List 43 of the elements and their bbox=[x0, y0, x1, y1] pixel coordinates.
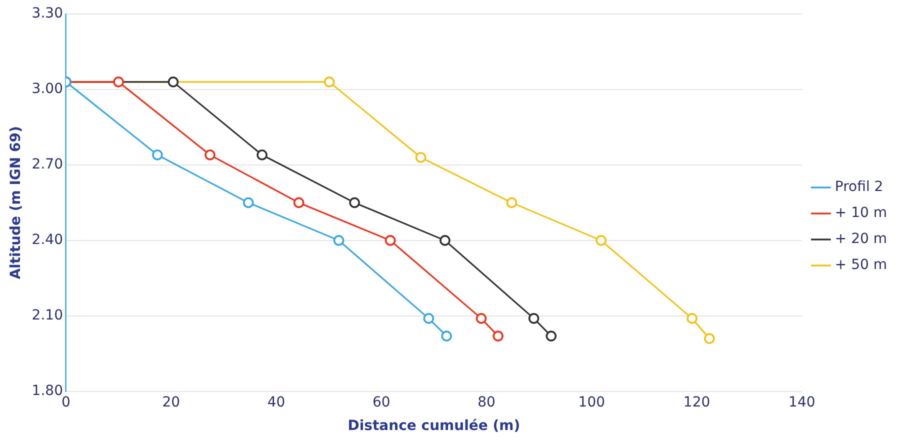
point bbox=[476, 313, 487, 324]
y-axis-title: Altitude (m IGN 69) bbox=[8, 126, 24, 280]
point bbox=[506, 197, 518, 208]
point bbox=[349, 197, 360, 208]
point bbox=[704, 333, 715, 344]
legend-label: + 50 m bbox=[834, 257, 888, 274]
x-tick-label: 100 bbox=[578, 394, 606, 410]
point bbox=[324, 76, 335, 88]
x-tick-label: 0 bbox=[62, 394, 70, 410]
point bbox=[546, 330, 557, 342]
y-tick-label: 3.30 bbox=[32, 6, 63, 22]
point bbox=[686, 313, 698, 324]
y-tick-label: 1.80 bbox=[32, 383, 63, 400]
y-tick-label: 2.70 bbox=[32, 156, 63, 173]
point bbox=[492, 330, 504, 342]
x-tick-label: 120 bbox=[683, 394, 710, 410]
point bbox=[168, 76, 179, 88]
point bbox=[152, 149, 163, 160]
legend-label: + 10 m bbox=[834, 205, 888, 222]
point bbox=[113, 76, 124, 88]
point bbox=[440, 235, 450, 246]
y-tick-label: 2.40 bbox=[32, 232, 63, 248]
y-tick-label: 3.00 bbox=[32, 81, 63, 98]
point bbox=[415, 152, 426, 163]
legend-label: Profil 2 bbox=[834, 179, 884, 196]
point bbox=[528, 313, 540, 324]
point bbox=[293, 197, 304, 208]
point bbox=[333, 235, 344, 246]
x-tick-label: 40 bbox=[267, 394, 286, 410]
y-tick-label: 2.10 bbox=[32, 308, 63, 324]
x-tick-label: 20 bbox=[162, 394, 180, 410]
point bbox=[384, 235, 396, 246]
point bbox=[423, 313, 434, 324]
point bbox=[204, 149, 216, 160]
point bbox=[256, 149, 268, 160]
x-tick-label: 140 bbox=[788, 394, 816, 410]
point bbox=[242, 197, 254, 208]
x-axis-title: Distance cumulée (m) bbox=[348, 418, 520, 434]
x-tick-label: 80 bbox=[478, 394, 496, 410]
point bbox=[596, 235, 607, 246]
point bbox=[441, 330, 452, 342]
legend-label: + 20 m bbox=[834, 231, 888, 248]
x-tick-label: 60 bbox=[372, 394, 390, 410]
